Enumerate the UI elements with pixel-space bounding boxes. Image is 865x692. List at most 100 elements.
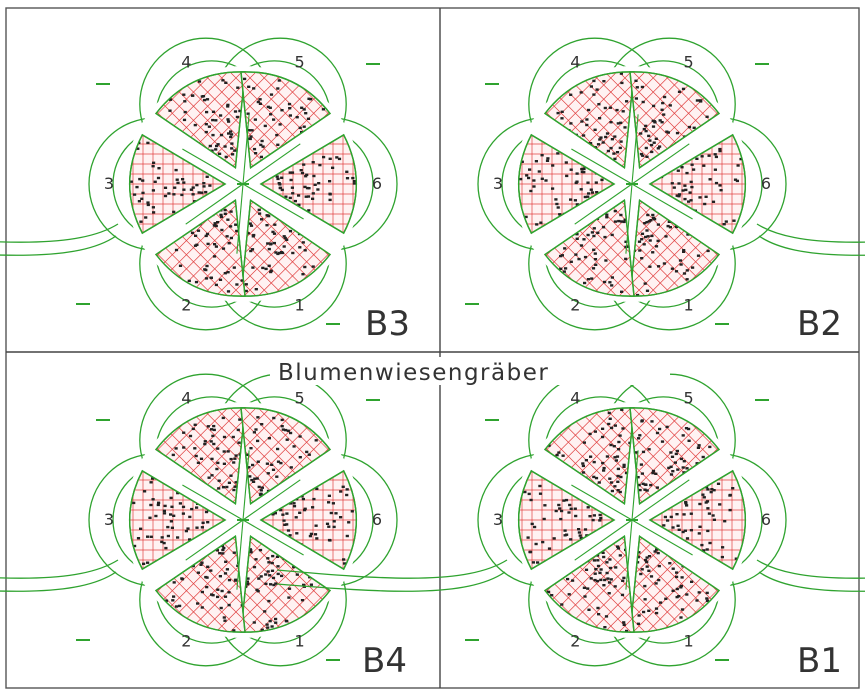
grave-plot-marker: [678, 259, 683, 262]
grave-plot-marker: [669, 515, 673, 519]
access-path: [276, 571, 506, 592]
grave-plot-marker: [641, 450, 646, 454]
grave-plot-marker: [273, 512, 277, 515]
grave-plot-marker: [216, 221, 220, 224]
grave-plot-marker: [617, 440, 621, 444]
grave-plot-marker: [331, 166, 335, 169]
grave-plot-marker: [637, 614, 641, 617]
grave-plot-marker: [593, 128, 597, 131]
grave-plot-marker: [141, 191, 145, 195]
grave-plot-marker: [266, 626, 270, 629]
grave-plot-marker: [174, 248, 179, 252]
grave-plot-marker: [142, 562, 146, 565]
section-label-b3: B3: [365, 304, 410, 344]
grave-plot-marker: [671, 526, 675, 529]
grave-plot-marker: [345, 488, 349, 491]
grave-plot-marker: [528, 168, 532, 171]
grave-plot-marker: [163, 504, 167, 508]
grave-plot-marker: [285, 523, 289, 526]
grave-plot-marker: [284, 619, 288, 623]
grave-plot-marker: [211, 118, 215, 122]
grave-plot-marker: [236, 86, 240, 89]
grave-plot-marker: [685, 504, 689, 507]
grave-plot-marker: [590, 231, 594, 234]
grave-plot-marker: [608, 106, 612, 109]
grave-plot-marker: [660, 121, 664, 124]
grave-plot-marker: [169, 98, 173, 101]
grave-plot-marker: [352, 180, 356, 183]
path-spoke: [631, 479, 690, 521]
grave-plot-marker: [291, 251, 295, 255]
grave-plot-marker: [172, 514, 176, 517]
grave-plot-marker: [220, 215, 224, 219]
grave-plot-marker: [181, 512, 185, 515]
grave-plot-marker: [235, 229, 239, 233]
petal-number: 4: [570, 53, 580, 72]
grave-plot-marker: [251, 266, 255, 269]
grave-plot-marker: [643, 222, 647, 225]
grave-plot-marker: [230, 133, 234, 136]
grave-plot-marker: [560, 254, 564, 257]
grave-plot-marker: [248, 475, 252, 478]
grave-plot-marker: [200, 526, 204, 529]
grave-plot-marker: [651, 213, 655, 217]
grave-plot-marker: [256, 439, 260, 443]
grave-plot-marker: [181, 505, 186, 509]
grave-plot-marker: [182, 446, 186, 449]
grave-plot-marker: [685, 593, 689, 596]
grave-plot-marker: [605, 571, 609, 575]
grave-plot-marker: [595, 579, 599, 583]
grave-plot-marker: [621, 427, 625, 430]
grave-plot-marker: [640, 238, 644, 241]
grave-plot-marker: [580, 167, 584, 171]
grave-plot-marker: [292, 565, 296, 569]
grave-plot-marker: [687, 125, 692, 129]
grave-plot-marker: [312, 497, 316, 501]
grave-plot-marker: [335, 156, 339, 159]
grave-plot-marker: [668, 226, 672, 229]
grave-plot-marker: [523, 490, 527, 494]
grave-plot-marker: [231, 435, 235, 439]
grave-plot-marker: [266, 557, 270, 560]
grave-plot-marker: [249, 551, 253, 554]
grave-plot-marker: [180, 193, 184, 197]
grave-plot-marker: [586, 233, 590, 237]
grave-plot-marker: [579, 91, 583, 94]
grave-plot-marker: [227, 120, 231, 123]
grave-plot-marker: [610, 489, 614, 493]
grave-plot-marker: [571, 579, 575, 582]
grave-plot-marker: [644, 558, 648, 562]
grave-plot-marker: [673, 461, 677, 464]
grave-plot-marker: [210, 457, 214, 461]
grave-plot-marker: [234, 223, 238, 226]
grave-plot-marker: [533, 525, 537, 529]
grave-plot-marker: [613, 485, 617, 488]
grave-plot-marker: [271, 576, 276, 580]
grave-plot-marker: [650, 150, 654, 154]
grave-plot-marker: [260, 139, 264, 143]
grave-plot-marker: [574, 181, 578, 185]
grave-plot-marker: [679, 616, 683, 619]
grave-plot-marker: [313, 533, 318, 536]
petal-number: 6: [761, 510, 771, 529]
grave-plot-marker: [711, 200, 716, 203]
grave-plot-marker: [300, 599, 305, 602]
grave-plot-marker: [596, 143, 601, 146]
grave-plot-marker: [345, 177, 350, 180]
grave-plot-marker: [597, 103, 601, 106]
grave-plot-marker: [164, 546, 168, 550]
grave-plot-marker: [591, 518, 595, 522]
grave-plot-marker: [176, 536, 180, 539]
section-label-b4: B4: [362, 641, 407, 681]
grave-plot-marker: [302, 125, 306, 128]
grave-plot-marker: [193, 423, 197, 426]
grave-plot-marker: [604, 135, 608, 139]
grave-plot-marker: [681, 189, 685, 192]
access-path: [756, 223, 865, 243]
grave-plot-marker: [151, 477, 155, 480]
grave-plot-marker: [654, 245, 659, 248]
petal-number: 2: [181, 295, 191, 314]
grave-plot-marker: [218, 278, 223, 281]
grave-plot-marker: [645, 229, 649, 232]
grave-plot-marker: [589, 577, 593, 580]
